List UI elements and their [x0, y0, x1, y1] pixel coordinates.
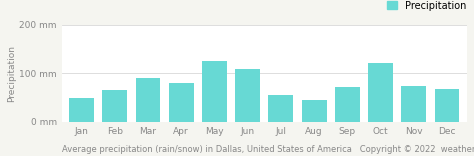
Legend: Precipitation: Precipitation [387, 1, 466, 11]
Bar [136, 78, 160, 122]
Bar [69, 98, 94, 122]
Bar [235, 69, 260, 122]
Bar [268, 95, 293, 122]
Y-axis label: Precipitation: Precipitation [8, 45, 17, 102]
Bar [202, 61, 227, 122]
Bar [401, 86, 426, 122]
Bar [335, 87, 360, 122]
Bar [435, 89, 459, 122]
Bar [102, 90, 127, 122]
Text: Average precipitation (rain/snow) in Dallas, United States of America   Copyrigh: Average precipitation (rain/snow) in Dal… [62, 145, 474, 154]
Bar [301, 100, 327, 122]
Bar [368, 63, 393, 122]
Bar [169, 83, 194, 122]
